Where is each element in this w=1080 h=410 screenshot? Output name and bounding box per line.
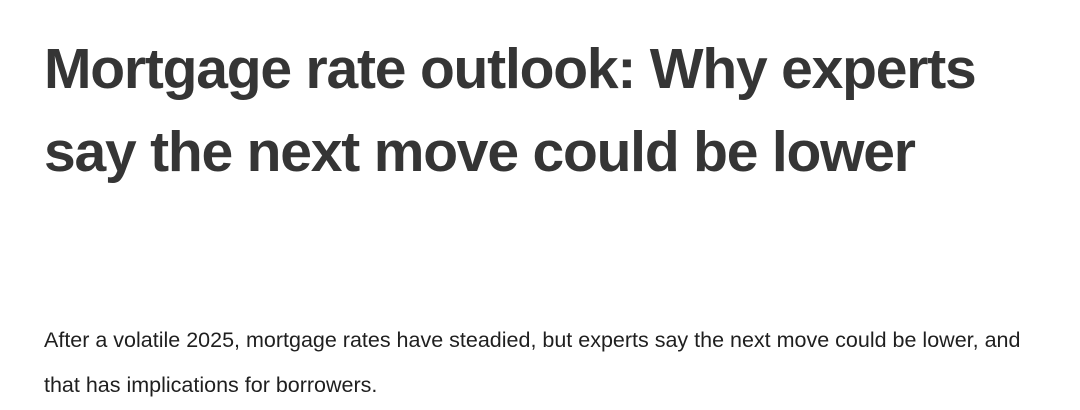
- article-headline: Mortgage rate outlook: Why experts say t…: [44, 37, 977, 184]
- article-summary: After a volatile 2025, mortgage rates ha…: [44, 328, 1021, 397]
